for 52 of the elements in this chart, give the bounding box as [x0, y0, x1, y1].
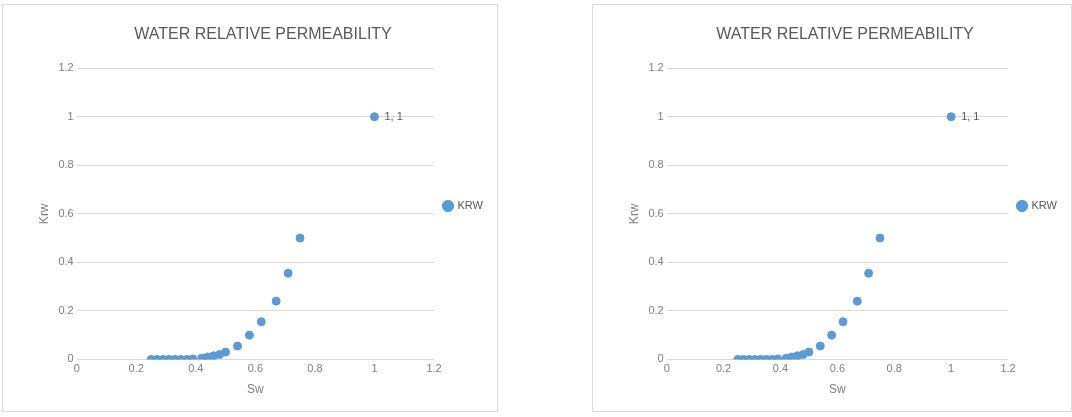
x-tick-label: 0.8 — [307, 362, 323, 375]
x-axis-title: Sw — [247, 382, 265, 397]
y-axis-title: Krw — [36, 203, 51, 225]
point — [271, 296, 281, 306]
y-tick-label: 1.2 — [648, 61, 664, 74]
y-tick-label: 0.8 — [58, 158, 74, 171]
x-tick-label: 0.6 — [829, 362, 846, 375]
chart-title: WATER RELATIVE PERMEABILITY — [134, 25, 393, 43]
annotation: 1, 1 — [961, 109, 980, 122]
point — [233, 341, 242, 351]
point — [852, 296, 862, 306]
x-tick-label: 0.4 — [772, 362, 789, 375]
x-axis-title: Sw — [829, 382, 847, 397]
x-tick-label: 1 — [371, 362, 378, 375]
point — [295, 233, 305, 243]
y-tick-label: 0.4 — [648, 255, 664, 268]
y-tick-label: 0.2 — [58, 303, 74, 316]
y-tick-label: 0 — [67, 352, 74, 365]
y-tick-label: 0.6 — [58, 206, 74, 219]
y-tick-label: 1 — [657, 109, 664, 122]
y-tick-label: 0 — [657, 352, 664, 365]
y-tick-label: 0.6 — [648, 206, 664, 219]
y-tick-label: 0.2 — [648, 303, 664, 316]
point — [283, 268, 293, 278]
annotation: 1, 1 — [384, 109, 403, 122]
chart-title: WATER RELATIVE PERMEABILITY — [716, 25, 975, 43]
y-tick-label: 1 — [67, 109, 74, 122]
x-tick-label: 1.2 — [1000, 362, 1016, 375]
point — [827, 330, 837, 340]
point — [815, 341, 825, 351]
point — [369, 112, 379, 122]
point — [946, 112, 956, 122]
x-tick-label: 0.8 — [886, 362, 902, 375]
y-tick-label: 1.2 — [58, 61, 74, 74]
point — [221, 347, 231, 357]
x-tick-label: 0.4 — [188, 362, 204, 375]
x-tick-label: 0.6 — [247, 362, 264, 375]
x-tick-label: 1 — [948, 362, 955, 375]
x-tick-label: 0.2 — [128, 362, 144, 375]
point — [875, 233, 885, 243]
legend-label: KRW — [457, 199, 484, 212]
y-axis-title: Krw — [626, 203, 641, 225]
x-tick-label: 0.2 — [715, 362, 732, 375]
y-tick-label: 0.4 — [58, 255, 74, 268]
point — [804, 347, 814, 357]
point — [244, 330, 254, 340]
x-tick-label: 1.2 — [426, 362, 442, 375]
point — [838, 317, 848, 327]
y-tick-label: 0.8 — [648, 158, 664, 171]
point — [864, 268, 874, 278]
point — [256, 317, 266, 327]
legend-label: KRW — [1031, 199, 1058, 212]
